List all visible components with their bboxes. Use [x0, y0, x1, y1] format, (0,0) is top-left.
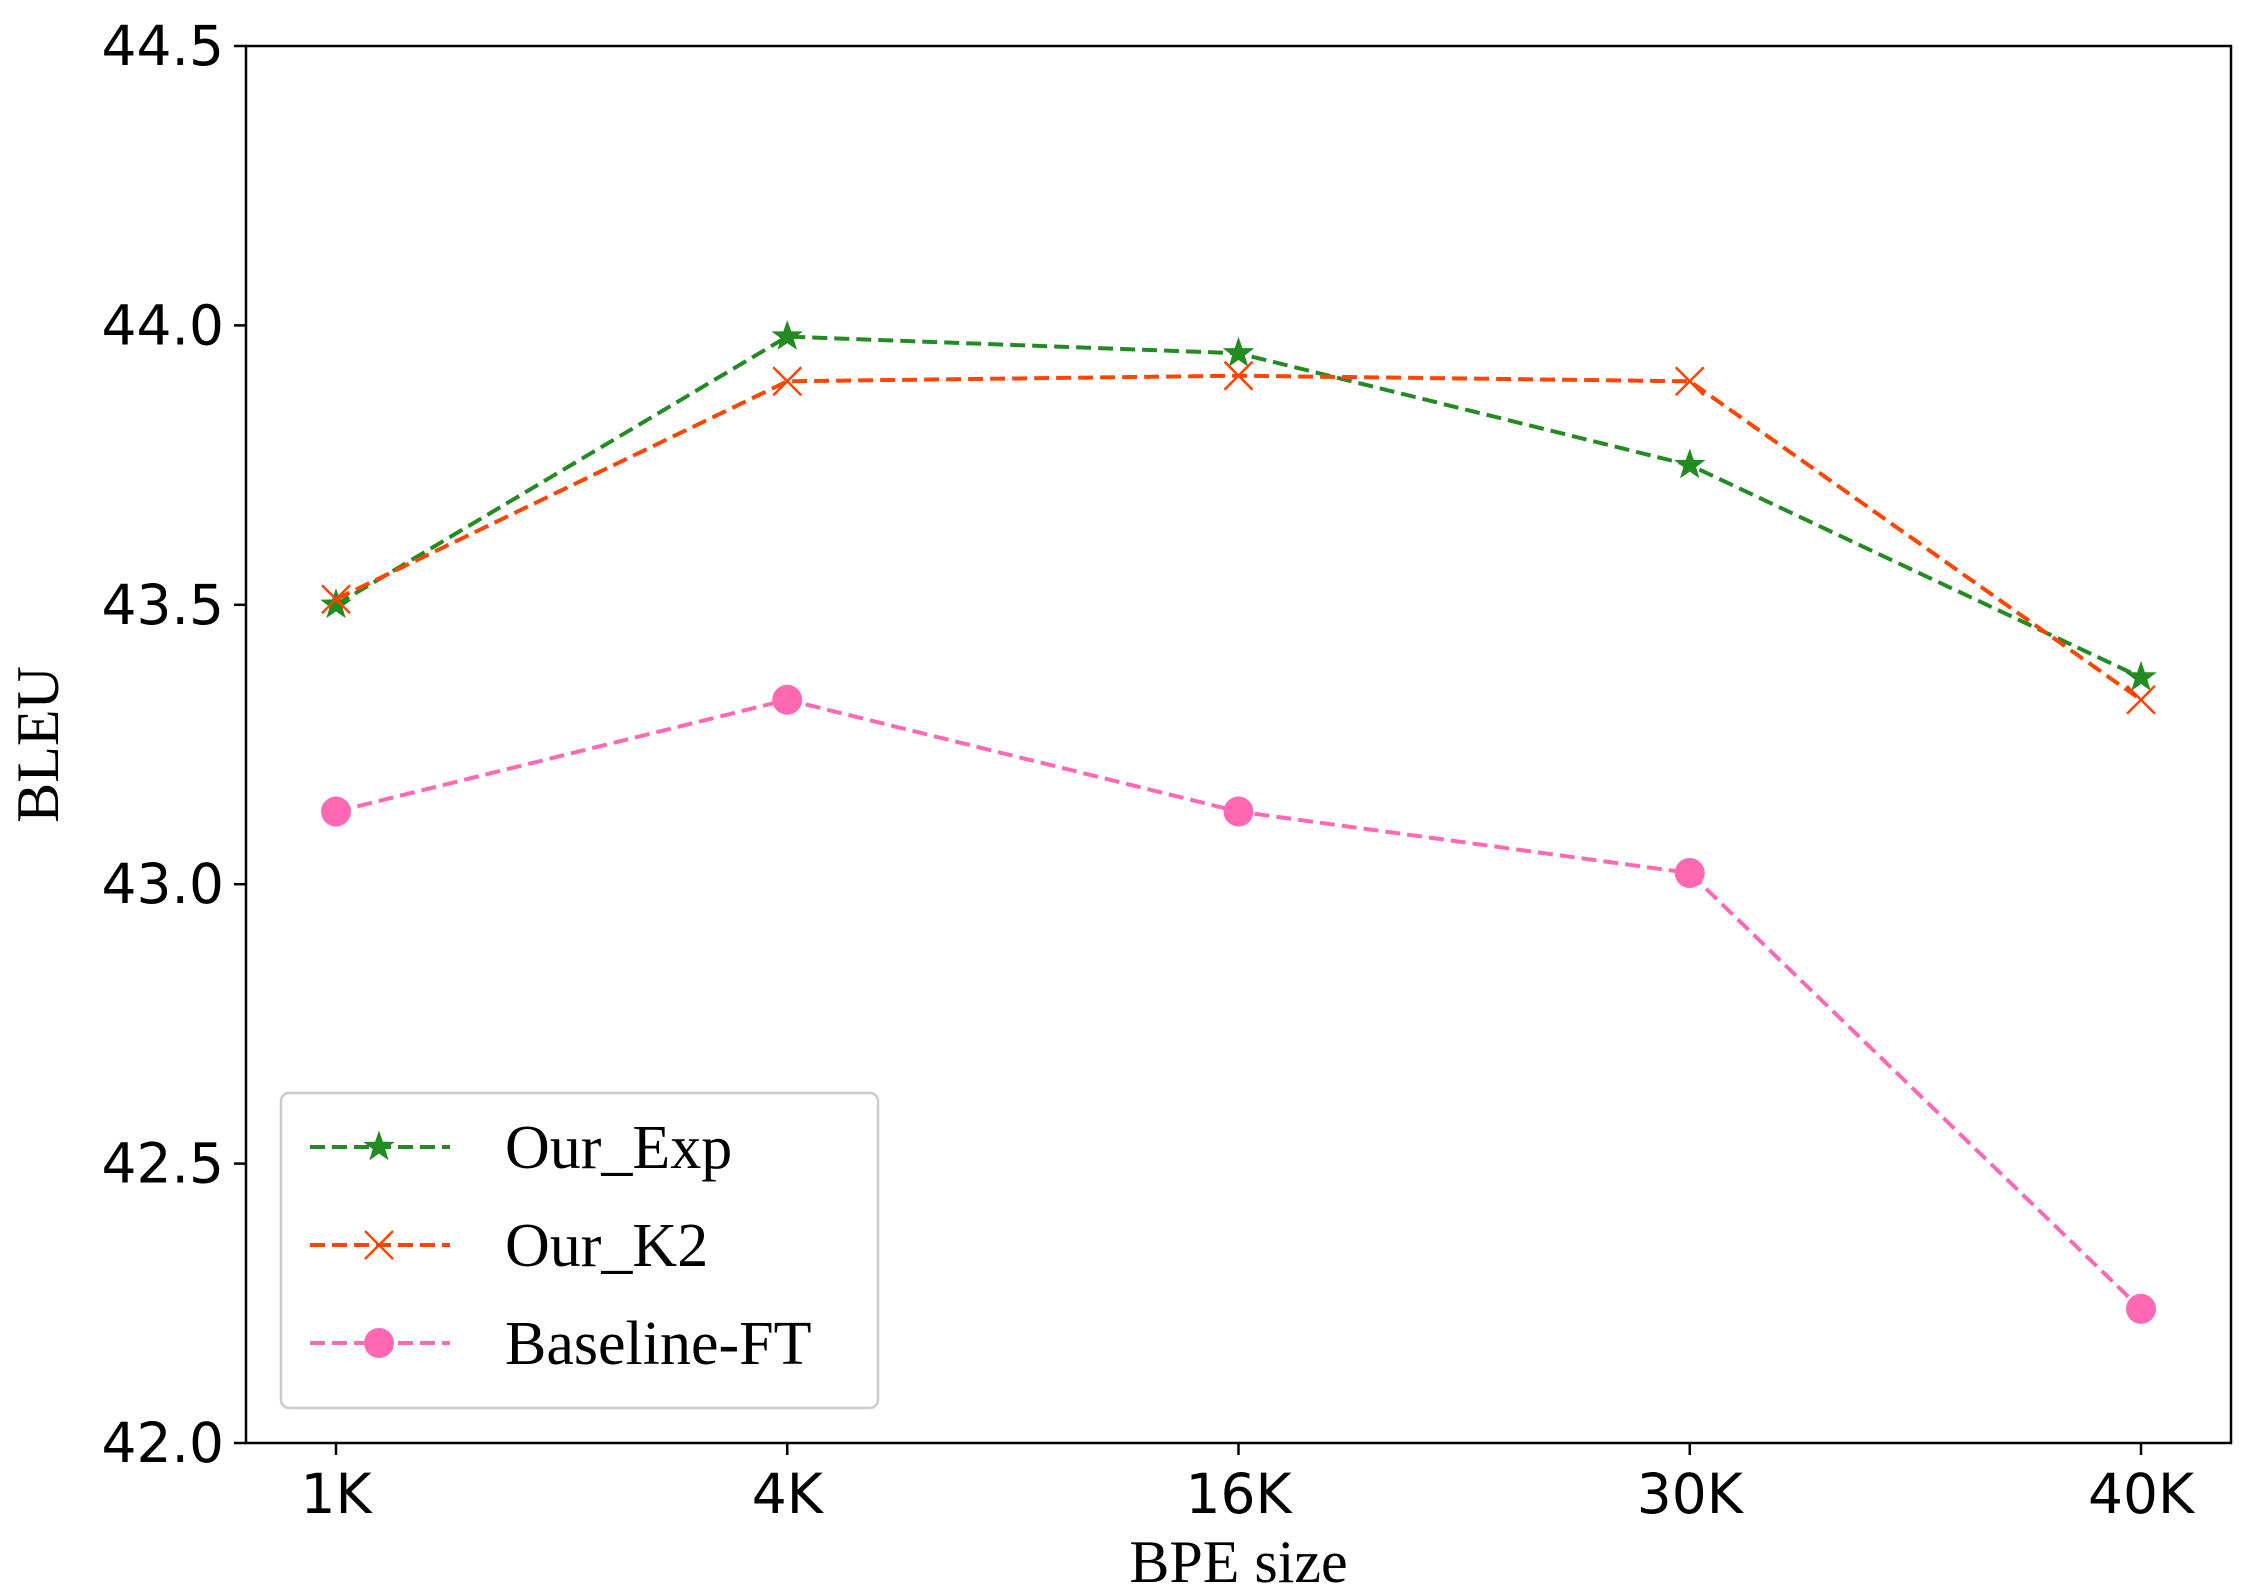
data-point [2126, 684, 2156, 715]
y-tick-label: 42.0 [102, 1411, 224, 1475]
y-tick-label: 43.5 [102, 573, 224, 637]
series-our-k2 [321, 360, 2156, 715]
legend-label: Our_Exp [505, 1114, 732, 1182]
data-point [1223, 360, 1254, 391]
x-tick-label: 4K [752, 1462, 825, 1526]
series-baseline-ft [321, 684, 2156, 1324]
y-axis-title: BLEU [5, 666, 71, 823]
y-tick-label: 44.5 [102, 14, 224, 78]
legend-label: Baseline-FT [505, 1310, 812, 1378]
x-axis-title: BPE size [1129, 1529, 1347, 1594]
series-our-exp [320, 320, 2157, 691]
x-tick-label: 16K [1185, 1462, 1293, 1526]
legend-box [279, 1091, 880, 1410]
data-point [2125, 660, 2157, 691]
data-point [320, 588, 352, 619]
legend-marker [364, 1230, 394, 1260]
legend-marker [363, 1130, 395, 1161]
data-point [1674, 448, 1706, 479]
legend-marker [364, 1328, 394, 1358]
x-tick-label: 40K [2088, 1462, 2196, 1526]
legend-label: Our_K2 [505, 1212, 708, 1280]
legend: Our_Exp Our_K2 Baseline-FT [279, 1091, 880, 1410]
y-tick-label: 42.5 [102, 1132, 224, 1196]
x-axis: 1K 4K 16K 30K 40K [300, 1443, 2196, 1526]
data-point [772, 366, 803, 397]
data-point [321, 584, 351, 615]
legend-item: Our_Exp [310, 1114, 732, 1182]
y-tick-label: 43.0 [102, 852, 224, 916]
y-axis: 42.0 42.5 43.0 43.5 44.0 44.5 [102, 14, 246, 1475]
legend-item: Our_K2 [310, 1212, 708, 1280]
data-point [1222, 336, 1255, 367]
x-tick-label: 1K [300, 1462, 373, 1526]
data-point [1674, 858, 1705, 889]
plot-lines [320, 320, 2157, 1324]
data-point [2126, 1293, 2156, 1324]
data-point [771, 320, 803, 350]
data-point [1223, 796, 1254, 827]
legend-item: Baseline-FT [310, 1310, 812, 1378]
y-tick-label: 44.0 [102, 293, 224, 357]
data-point [321, 796, 351, 827]
data-point [772, 684, 803, 715]
data-point [1674, 366, 1705, 397]
x-tick-label: 30K [1637, 1462, 1745, 1526]
